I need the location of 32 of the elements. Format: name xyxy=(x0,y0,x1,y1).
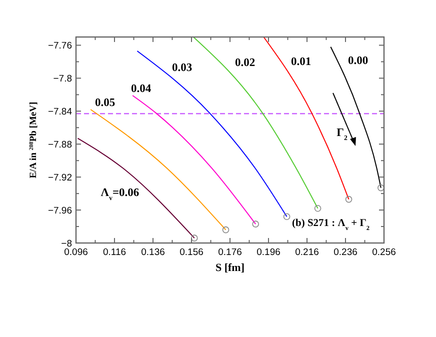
point xyxy=(283,213,290,220)
point xyxy=(345,196,352,203)
x-tick-label: 0.176 xyxy=(218,247,242,258)
point xyxy=(190,234,198,242)
y-tick-label: −7.96 xyxy=(48,206,72,217)
x-tick-label: 0.096 xyxy=(64,247,88,258)
x-tick-label: 0.196 xyxy=(256,247,280,258)
annotation: 0.03 xyxy=(172,62,192,74)
x-tick-label: 0.136 xyxy=(141,247,165,258)
annotation: Λ$_{v}$=0.06 xyxy=(100,187,140,202)
y-tick-label: −7.76 xyxy=(48,40,72,52)
x-axis-title: S [fm] xyxy=(215,262,245,274)
point xyxy=(252,220,259,228)
y-tick-label: −7.92 xyxy=(48,172,72,184)
y-tick-label: −7.88 xyxy=(48,140,72,151)
annotation: 0.01 xyxy=(290,56,312,68)
y-tick-label: −8 xyxy=(61,238,72,250)
annotation: 0.04 xyxy=(130,83,152,95)
x-tick-label: 0.216 xyxy=(295,247,319,258)
x-tick-label: 0.256 xyxy=(372,247,396,258)
x-tick-label: 0.236 xyxy=(334,247,358,258)
point xyxy=(314,204,322,212)
y-tick-label: −7.8 xyxy=(53,74,72,85)
y-tick-label: −7.84 xyxy=(48,106,72,118)
annotation: Γ$_{2}$ xyxy=(336,127,348,142)
annotation: 0.05 xyxy=(94,97,116,109)
point xyxy=(222,226,230,234)
annotation: (b) S271 : Λ$_{v}$ + Γ$_{2}$ xyxy=(292,218,370,232)
annotation: 0.00 xyxy=(348,55,368,67)
x-tick-label: 0.156 xyxy=(180,247,204,258)
x-tick-label: 0.116 xyxy=(102,247,126,258)
annotation: 0.02 xyxy=(234,57,256,69)
